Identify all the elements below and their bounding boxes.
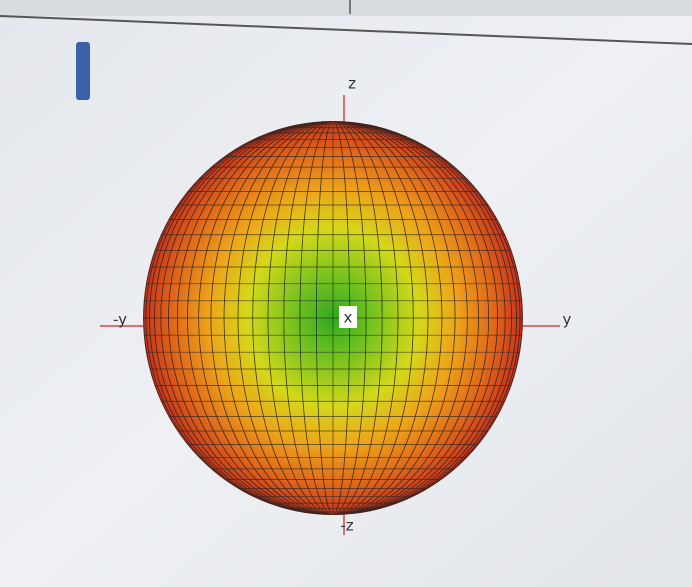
axis-label: -z (340, 517, 353, 535)
side-marker (76, 42, 90, 100)
axis-label: y (563, 311, 572, 329)
top-bar (0, 0, 692, 16)
page: z -y y -z x (() => { const data = JSON.p… (0, 0, 692, 587)
axis-label: z (348, 75, 356, 93)
axis-label: -y (113, 311, 127, 329)
axis-label: x (344, 309, 353, 327)
screen-photo: z -y y -z x (0, 0, 692, 587)
